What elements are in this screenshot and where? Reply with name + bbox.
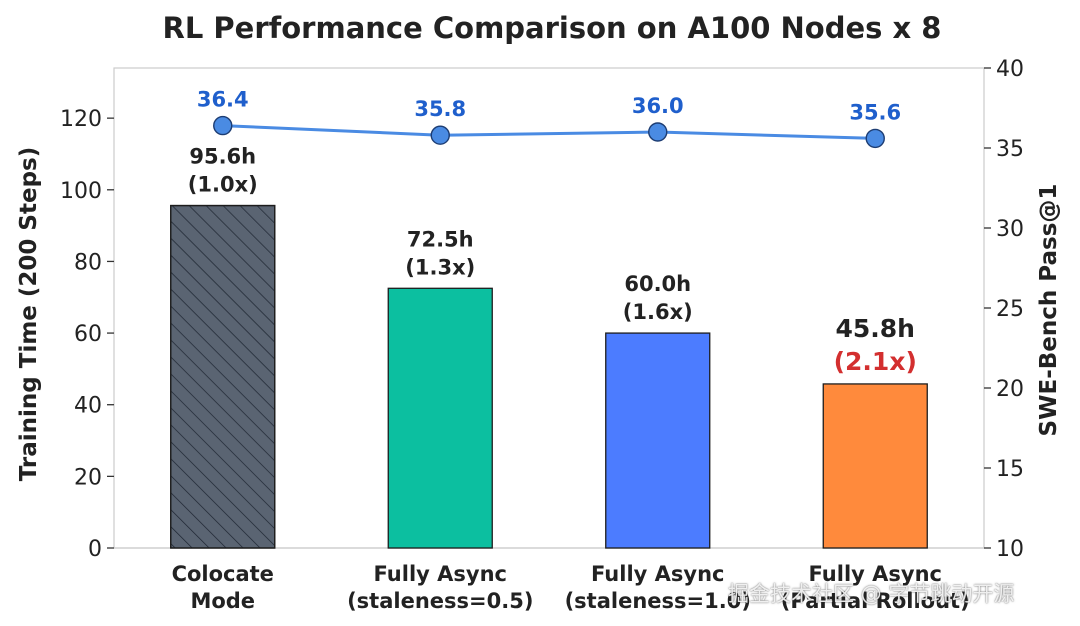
- y2-tick-label: 40: [996, 57, 1024, 82]
- chart-title: RL Performance Comparison on A100 Nodes …: [163, 11, 942, 45]
- line-point: [213, 115, 233, 136]
- line-point-label: 35.6: [849, 100, 901, 124]
- bar-value-label: 95.6h: [189, 145, 256, 169]
- y-axis-title: Training Time (200 Steps): [16, 147, 42, 482]
- line-point: [430, 125, 450, 145]
- line-point: [648, 122, 668, 142]
- y-tick-label: 40: [74, 394, 102, 419]
- x-tick-label: (staleness=1.0): [565, 589, 751, 613]
- bar-value-label: 45.8h: [836, 314, 915, 343]
- y2-tick-label: 35: [996, 137, 1024, 162]
- line-point-label: 35.8: [414, 97, 466, 121]
- x-tick-label: Fully Async: [809, 562, 943, 586]
- x-tick-label: (staleness=0.5): [347, 589, 533, 613]
- bar-speedup-label: (1.3x): [405, 255, 475, 279]
- y2-tick-label: 20: [996, 377, 1024, 402]
- line-point-label: 36.4: [197, 88, 249, 112]
- bar-speedup-label: (2.1x): [834, 347, 917, 376]
- watermark: 掘金技术社区 @ 字节跳动开源: [728, 582, 1015, 606]
- bar: [822, 383, 928, 549]
- bar-speedup-label: (1.0x): [188, 173, 258, 197]
- y-tick-label: 60: [74, 322, 102, 347]
- x-tick-label: Fully Async: [374, 562, 508, 586]
- x-tick-label: Mode: [190, 589, 255, 613]
- y-tick-label: 0: [88, 537, 102, 562]
- bar-value-label: 60.0h: [624, 272, 691, 296]
- bar-hatch: [170, 204, 276, 549]
- line-point-label: 36.0: [632, 94, 684, 118]
- y-tick-label: 80: [74, 250, 102, 275]
- x-tick-label: (Partial Rollout): [781, 589, 970, 613]
- y2-tick-label: 25: [996, 297, 1024, 322]
- line-point: [865, 128, 885, 149]
- bar-speedup-label: (1.6x): [623, 300, 693, 324]
- y2-axis-title: SWE-Bench Pass@1: [1036, 184, 1062, 437]
- y2-tick-label: 30: [996, 217, 1024, 242]
- y2-tick-label: 10: [996, 537, 1024, 562]
- x-tick-label: Fully Async: [591, 562, 725, 586]
- y2-tick-label: 15: [996, 457, 1024, 482]
- x-tick-label: Colocate: [172, 562, 274, 586]
- pass-at-1-line: [222, 124, 876, 140]
- y-tick-label: 120: [60, 107, 102, 132]
- y-tick-label: 20: [74, 465, 102, 490]
- bar: [387, 287, 493, 549]
- bar-value-label: 72.5h: [407, 227, 474, 251]
- bar: [605, 332, 711, 549]
- y-tick-label: 100: [60, 179, 102, 204]
